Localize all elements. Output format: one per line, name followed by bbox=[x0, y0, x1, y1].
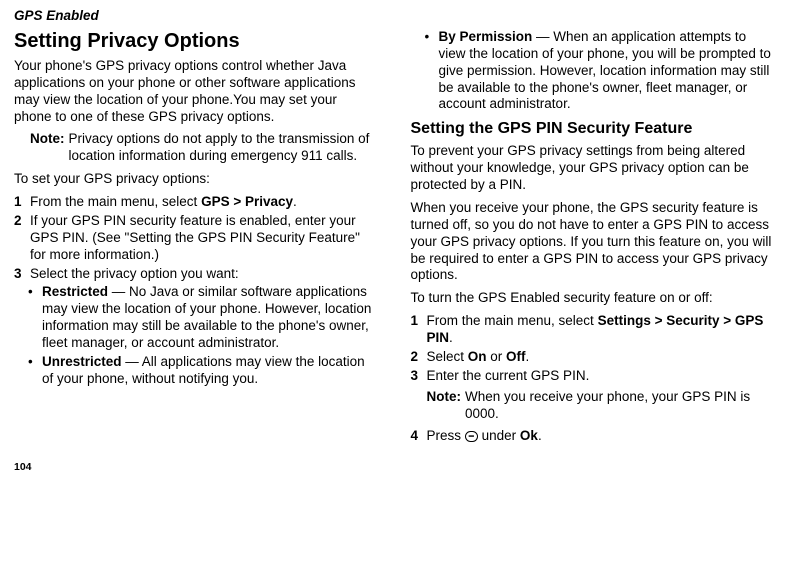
bullet-marker: • bbox=[28, 284, 42, 352]
bullet-bypermission: • By Permission — When an application at… bbox=[411, 29, 774, 113]
text-run: or bbox=[487, 349, 507, 364]
page-header: GPS Enabled bbox=[14, 8, 773, 25]
bullet-text: Restricted — No Java or similar software… bbox=[42, 284, 377, 352]
text-run: . bbox=[449, 330, 453, 345]
step-text: Enter the current GPS PIN. bbox=[427, 368, 774, 385]
step-1: 1 From the main menu, select Settings > … bbox=[411, 313, 774, 347]
note-label: Note: bbox=[30, 131, 69, 165]
note-block: Note: When you receive your phone, your … bbox=[411, 389, 774, 423]
section-title: Setting Privacy Options bbox=[14, 29, 377, 54]
text-run: . bbox=[526, 349, 530, 364]
paragraph: When you receive your phone, the GPS sec… bbox=[411, 200, 774, 284]
softkey-label: Ok bbox=[520, 428, 538, 443]
step-text: Select On or Off. bbox=[427, 349, 774, 366]
bullet-restricted: • Restricted — No Java or similar softwa… bbox=[14, 284, 377, 352]
content-columns: Setting Privacy Options Your phone's GPS… bbox=[14, 29, 773, 447]
subsection-title: Setting the GPS PIN Security Feature bbox=[411, 119, 774, 139]
step-3: 3 Enter the current GPS PIN. bbox=[411, 368, 774, 385]
bullet-marker: • bbox=[28, 354, 42, 388]
option-label: Restricted bbox=[42, 284, 108, 299]
step-4: 4 Press ━ under Ok. bbox=[411, 428, 774, 445]
step-text: From the main menu, select GPS > Privacy… bbox=[30, 194, 377, 211]
text-run: under bbox=[478, 428, 520, 443]
page-number: 104 bbox=[14, 461, 773, 474]
bullet-text: By Permission — When an application atte… bbox=[439, 29, 774, 113]
text-run: From the main menu, select bbox=[30, 194, 201, 209]
paragraph: To turn the GPS Enabled security feature… bbox=[411, 290, 774, 307]
step-number: 2 bbox=[14, 213, 30, 264]
note-text: When you receive your phone, your GPS PI… bbox=[465, 389, 773, 423]
step-2: 2 Select On or Off. bbox=[411, 349, 774, 366]
step-number: 1 bbox=[14, 194, 30, 211]
step-number: 2 bbox=[411, 349, 427, 366]
option-off: Off bbox=[506, 349, 526, 364]
step-text: From the main menu, select Settings > Se… bbox=[427, 313, 774, 347]
text-run: Select bbox=[427, 349, 468, 364]
step-number: 3 bbox=[14, 266, 30, 283]
left-column: Setting Privacy Options Your phone's GPS… bbox=[14, 29, 377, 447]
step-text: If your GPS PIN security feature is enab… bbox=[30, 213, 377, 264]
option-label: Unrestricted bbox=[42, 354, 122, 369]
step-2: 2 If your GPS PIN security feature is en… bbox=[14, 213, 377, 264]
step-text: Press ━ under Ok. bbox=[427, 428, 774, 445]
bullet-marker: • bbox=[425, 29, 439, 113]
text-run: From the main menu, select bbox=[427, 313, 598, 328]
option-on: On bbox=[468, 349, 487, 364]
step-number: 1 bbox=[411, 313, 427, 347]
menu-path: GPS > Privacy bbox=[201, 194, 293, 209]
note-text: Privacy options do not apply to the tran… bbox=[69, 131, 377, 165]
step-3: 3 Select the privacy option you want: bbox=[14, 266, 377, 283]
step-text: Select the privacy option you want: bbox=[30, 266, 377, 283]
paragraph: To prevent your GPS privacy settings fro… bbox=[411, 143, 774, 194]
step-1: 1 From the main menu, select GPS > Priva… bbox=[14, 194, 377, 211]
step-number: 4 bbox=[411, 428, 427, 445]
text-run: . bbox=[293, 194, 297, 209]
intro-paragraph: Your phone's GPS privacy options control… bbox=[14, 58, 377, 126]
lead-text: To set your GPS privacy options: bbox=[14, 171, 377, 188]
right-column: • By Permission — When an application at… bbox=[411, 29, 774, 447]
note-block: Note: Privacy options do not apply to th… bbox=[14, 131, 377, 165]
bullet-unrestricted: • Unrestricted — All applications may vi… bbox=[14, 354, 377, 388]
step-number: 3 bbox=[411, 368, 427, 385]
text-run: . bbox=[538, 428, 542, 443]
text-run: Press bbox=[427, 428, 465, 443]
option-label: By Permission bbox=[439, 29, 533, 44]
softkey-icon: ━ bbox=[465, 431, 478, 442]
note-label: Note: bbox=[427, 389, 466, 423]
bullet-text: Unrestricted — All applications may view… bbox=[42, 354, 377, 388]
